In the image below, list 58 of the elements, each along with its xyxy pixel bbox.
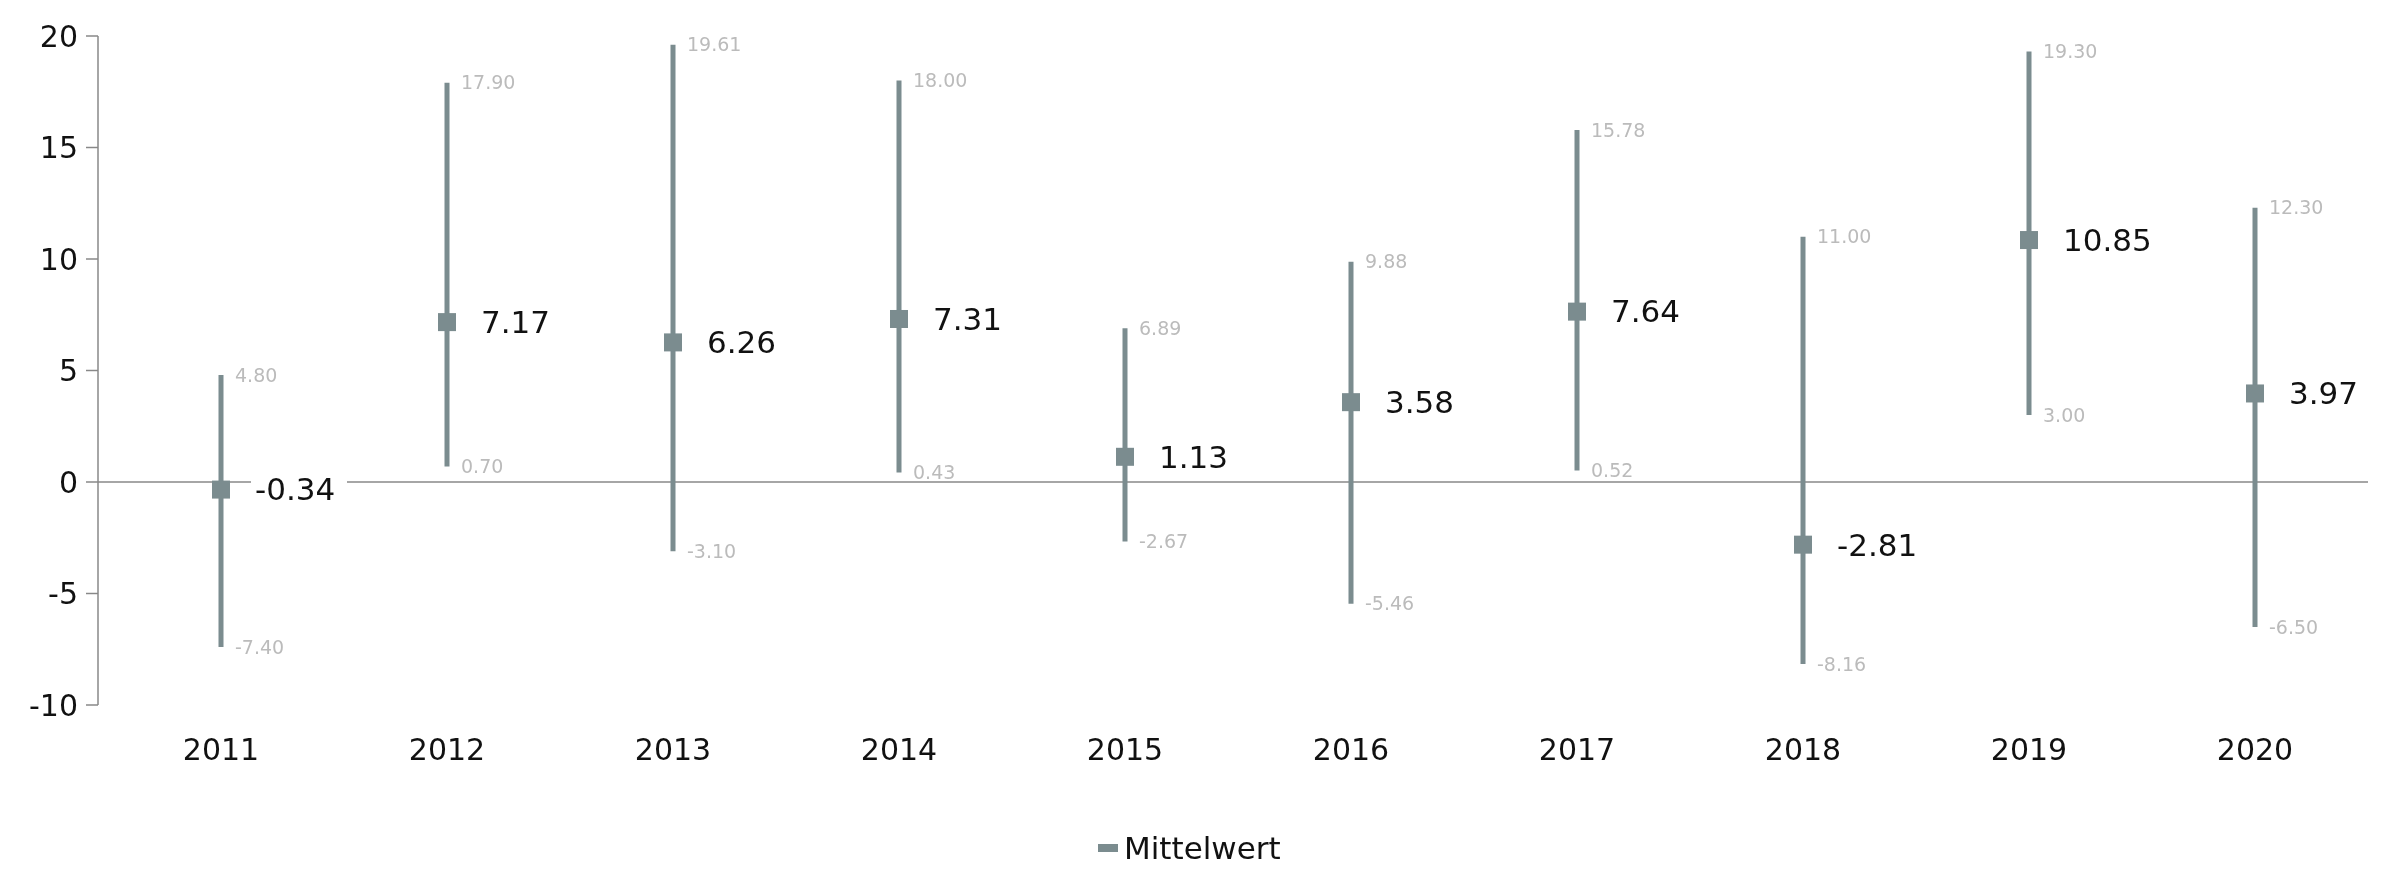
y-tick-label: 5 xyxy=(58,353,78,388)
data-label: 10.85 xyxy=(2063,221,2152,258)
y-tick-label: -5 xyxy=(48,576,78,611)
x-tick-label: 2011 xyxy=(182,732,260,767)
annotation: 0.70 xyxy=(461,455,504,478)
data-label: 7.17 xyxy=(481,303,551,340)
annotation: -6.50 xyxy=(2269,615,2319,638)
annotation: 19.30 xyxy=(2043,40,2098,63)
annotation: 12.30 xyxy=(2269,196,2324,219)
annotation: 0.52 xyxy=(1591,459,1634,482)
annotation: -3.10 xyxy=(687,539,737,562)
y-tick-label: 20 xyxy=(39,18,78,54)
annotation: 15.78 xyxy=(1591,118,1646,141)
x-tick-label: 2012 xyxy=(408,732,486,767)
annotation: 11.00 xyxy=(1817,225,1872,248)
x-tick-label: 2015 xyxy=(1086,732,1164,767)
point xyxy=(1116,447,1134,466)
point xyxy=(1568,302,1586,321)
data-label: 3.58 xyxy=(1385,384,1455,421)
annotation: -7.40 xyxy=(235,635,285,658)
point xyxy=(438,313,456,332)
annotation: 19.61 xyxy=(687,33,742,56)
data-label: -2.81 xyxy=(1837,526,1918,563)
point xyxy=(2020,231,2038,250)
x-tick-label: 2020 xyxy=(2216,732,2294,767)
point xyxy=(664,333,682,352)
data-label: 6.26 xyxy=(707,324,777,361)
annotation: 6.89 xyxy=(1139,317,1182,339)
annotation: -2.67 xyxy=(1139,530,1189,553)
point xyxy=(2246,384,2264,403)
point xyxy=(890,309,908,328)
x-tick-label: 2014 xyxy=(860,732,938,767)
y-tick-label: 15 xyxy=(39,130,78,165)
legend-label: Mittelwert xyxy=(1124,829,1281,866)
annotation: -5.46 xyxy=(1365,592,1415,615)
annotation: 4.80 xyxy=(235,363,278,386)
data-label: 7.31 xyxy=(933,300,1003,337)
x-tick-label: 2016 xyxy=(1312,732,1390,767)
annotation: 18.00 xyxy=(913,69,968,92)
annotation: 0.43 xyxy=(913,461,956,484)
point xyxy=(212,480,230,499)
y-tick-label: 10 xyxy=(39,241,78,277)
data-label: 7.64 xyxy=(1611,293,1681,330)
x-tick-label: 2019 xyxy=(1990,732,2068,767)
annotation: 17.90 xyxy=(461,71,516,94)
annotation: 9.88 xyxy=(1365,250,1408,273)
y-tick-label: 0 xyxy=(58,464,78,500)
point xyxy=(1342,393,1360,412)
data-label: 3.97 xyxy=(2289,375,2359,412)
data-label: -0.34 xyxy=(255,471,336,508)
annotation: -8.16 xyxy=(1817,652,1867,675)
x-tick-label: 2017 xyxy=(1538,732,1616,767)
point xyxy=(1794,535,1812,554)
x-tick-label: 2018 xyxy=(1764,732,1842,767)
x-tick-label: 2013 xyxy=(634,732,712,767)
y-tick-label: -10 xyxy=(29,687,78,723)
annotation: 3.00 xyxy=(2043,403,2086,426)
data-label: 1.13 xyxy=(1159,438,1229,475)
